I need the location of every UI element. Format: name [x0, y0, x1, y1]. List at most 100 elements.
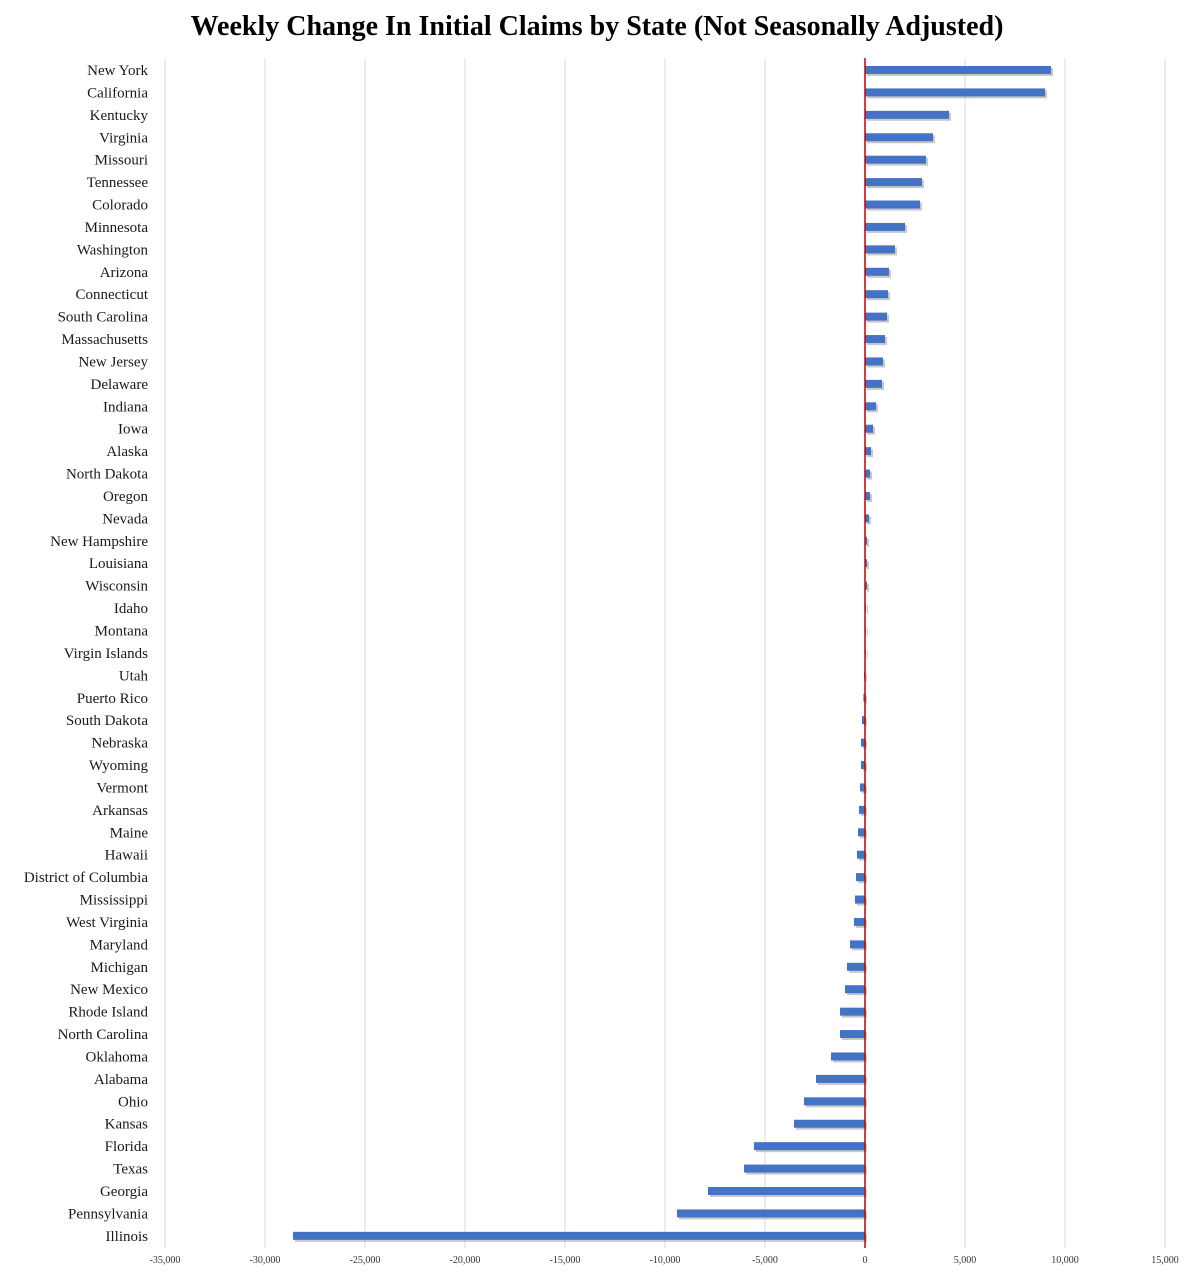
category-label: Virginia [99, 130, 148, 146]
bar-shadow [867, 583, 869, 592]
category-label: California [87, 85, 148, 101]
bar [857, 850, 865, 859]
category-label: Oklahoma [86, 1049, 149, 1065]
bar [854, 917, 865, 926]
category-label: South Dakota [66, 713, 148, 729]
category-label: Virgin Islands [64, 646, 148, 662]
bar [865, 66, 1051, 74]
category-label: Illinois [105, 1229, 148, 1245]
category-label: New Jersey [78, 354, 148, 370]
category-label: Georgia [100, 1184, 148, 1200]
category-label: Nebraska [91, 736, 148, 752]
x-tick-label: -25,000 [350, 1255, 381, 1266]
category-label: Iowa [118, 422, 148, 438]
bar [865, 581, 867, 590]
category-label: New York [87, 63, 148, 79]
gridlines [164, 58, 1166, 1248]
bar [708, 1187, 865, 1195]
category-label: New Hampshire [50, 534, 148, 550]
bar [865, 133, 933, 142]
x-tick-label: -20,000 [450, 1255, 481, 1266]
category-label: Ohio [118, 1094, 148, 1110]
bar [855, 895, 865, 904]
category-label: Louisiana [89, 556, 148, 572]
category-label: Vermont [96, 780, 148, 796]
category-label: Alaska [106, 444, 148, 460]
bar [865, 491, 870, 500]
chart-title: Weekly Change In Initial Claims by State… [191, 11, 1004, 42]
category-label: Puerto Rico [77, 691, 148, 707]
category-label: South Carolina [58, 310, 149, 326]
x-tick-label: 10,000 [1051, 1255, 1079, 1266]
category-label: Kentucky [90, 108, 149, 124]
category-label: Montana [95, 624, 149, 640]
bar [865, 424, 873, 433]
category-label: Nevada [102, 511, 148, 527]
bar [744, 1164, 865, 1173]
category-label: Massachusetts [61, 332, 148, 348]
bar-shadow [867, 628, 868, 637]
bar [831, 1052, 865, 1061]
bar [865, 357, 883, 366]
bar [865, 155, 926, 164]
bar [865, 110, 949, 119]
category-label: Oregon [103, 489, 148, 505]
bar [865, 559, 867, 568]
bar [865, 514, 869, 523]
category-labels: New York California Kentucky Virginia Missou… [24, 63, 149, 1245]
x-tick-label: -35,000 [150, 1255, 181, 1266]
category-label: Hawaii [105, 848, 148, 864]
bar [860, 783, 865, 792]
category-label: Utah [119, 668, 149, 684]
category-label: Washington [77, 242, 149, 258]
category-label: Arkansas [92, 803, 148, 819]
bar [865, 245, 895, 254]
category-label: Maine [110, 825, 149, 841]
category-label: Wisconsin [85, 579, 148, 595]
category-label: District of Columbia [24, 870, 148, 886]
bar [804, 1097, 865, 1106]
bar [865, 290, 888, 299]
category-label: Connecticut [76, 287, 149, 303]
bar-shadow [867, 606, 868, 615]
category-label: Kansas [105, 1117, 148, 1133]
bar [865, 536, 867, 545]
bar [865, 88, 1045, 97]
bar [840, 1030, 865, 1039]
category-label: Mississippi [80, 893, 148, 909]
bar [861, 738, 865, 747]
bar [865, 178, 922, 187]
bar [865, 447, 871, 456]
category-label: North Dakota [66, 467, 148, 483]
bar [845, 985, 865, 994]
bar [865, 335, 885, 344]
bar [865, 312, 887, 321]
category-label: Delaware [91, 377, 149, 393]
bar [856, 873, 865, 882]
category-label: Idaho [114, 601, 148, 617]
category-label: Missouri [95, 153, 148, 169]
category-label: Indiana [103, 399, 148, 415]
bar [865, 469, 870, 478]
x-tick-labels: -35,000 -30,000 -25,000 -20,000 -15,000 -10,0… [150, 1255, 1179, 1266]
bar [865, 267, 889, 276]
category-label: Florida [105, 1139, 149, 1155]
bar [847, 962, 865, 971]
bar [865, 402, 876, 411]
bar [863, 693, 865, 702]
x-tick-label: 15,000 [1151, 1255, 1179, 1266]
category-label: Colorado [92, 198, 148, 214]
bar [850, 940, 865, 949]
category-label: Alabama [94, 1072, 148, 1088]
category-label: Maryland [90, 937, 149, 953]
x-tick-label: 5,000 [954, 1255, 977, 1266]
category-label: Michigan [91, 960, 149, 976]
bar-shadow [866, 673, 867, 682]
category-label: Texas [113, 1162, 148, 1178]
bar [865, 222, 905, 231]
category-label: Arizona [100, 265, 149, 281]
bar-shadow [867, 650, 868, 659]
bar [865, 200, 920, 209]
